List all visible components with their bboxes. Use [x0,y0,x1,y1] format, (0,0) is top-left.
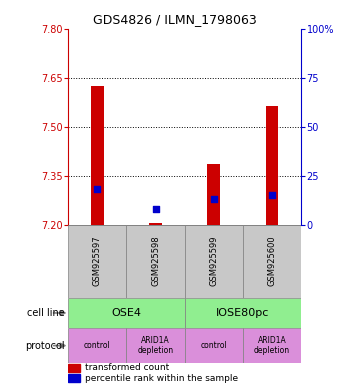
Bar [243,328,301,363]
Text: transformed count: transformed count [85,363,169,372]
Bar [68,225,126,298]
Text: protocol: protocol [25,341,65,351]
Bar [126,225,185,298]
Bar [126,328,185,363]
Text: GSM925597: GSM925597 [93,236,102,286]
Bar [185,225,243,298]
Bar [68,364,80,372]
Bar [243,225,301,298]
Point [211,196,217,202]
Bar [91,86,104,225]
Bar [185,298,301,328]
Point [153,206,158,212]
Bar [149,223,162,225]
Bar [185,328,243,363]
Text: IOSE80pc: IOSE80pc [216,308,270,318]
Bar [68,328,126,363]
Bar [207,164,220,225]
Text: GDS4826 / ILMN_1798063: GDS4826 / ILMN_1798063 [93,13,257,26]
Text: ARID1A
depletion: ARID1A depletion [138,336,174,355]
Text: GSM925600: GSM925600 [267,236,276,286]
Text: percentile rank within the sample: percentile rank within the sample [85,374,238,383]
Bar [68,298,185,328]
Text: GSM925598: GSM925598 [151,236,160,286]
Point [269,192,275,199]
Text: cell line: cell line [27,308,65,318]
Text: OSE4: OSE4 [111,308,141,318]
Bar [266,106,278,225]
Bar [68,374,80,382]
Text: GSM925599: GSM925599 [209,236,218,286]
Point [94,186,100,192]
Text: control: control [200,341,227,350]
Text: ARID1A
depletion: ARID1A depletion [254,336,290,355]
Text: control: control [84,341,111,350]
